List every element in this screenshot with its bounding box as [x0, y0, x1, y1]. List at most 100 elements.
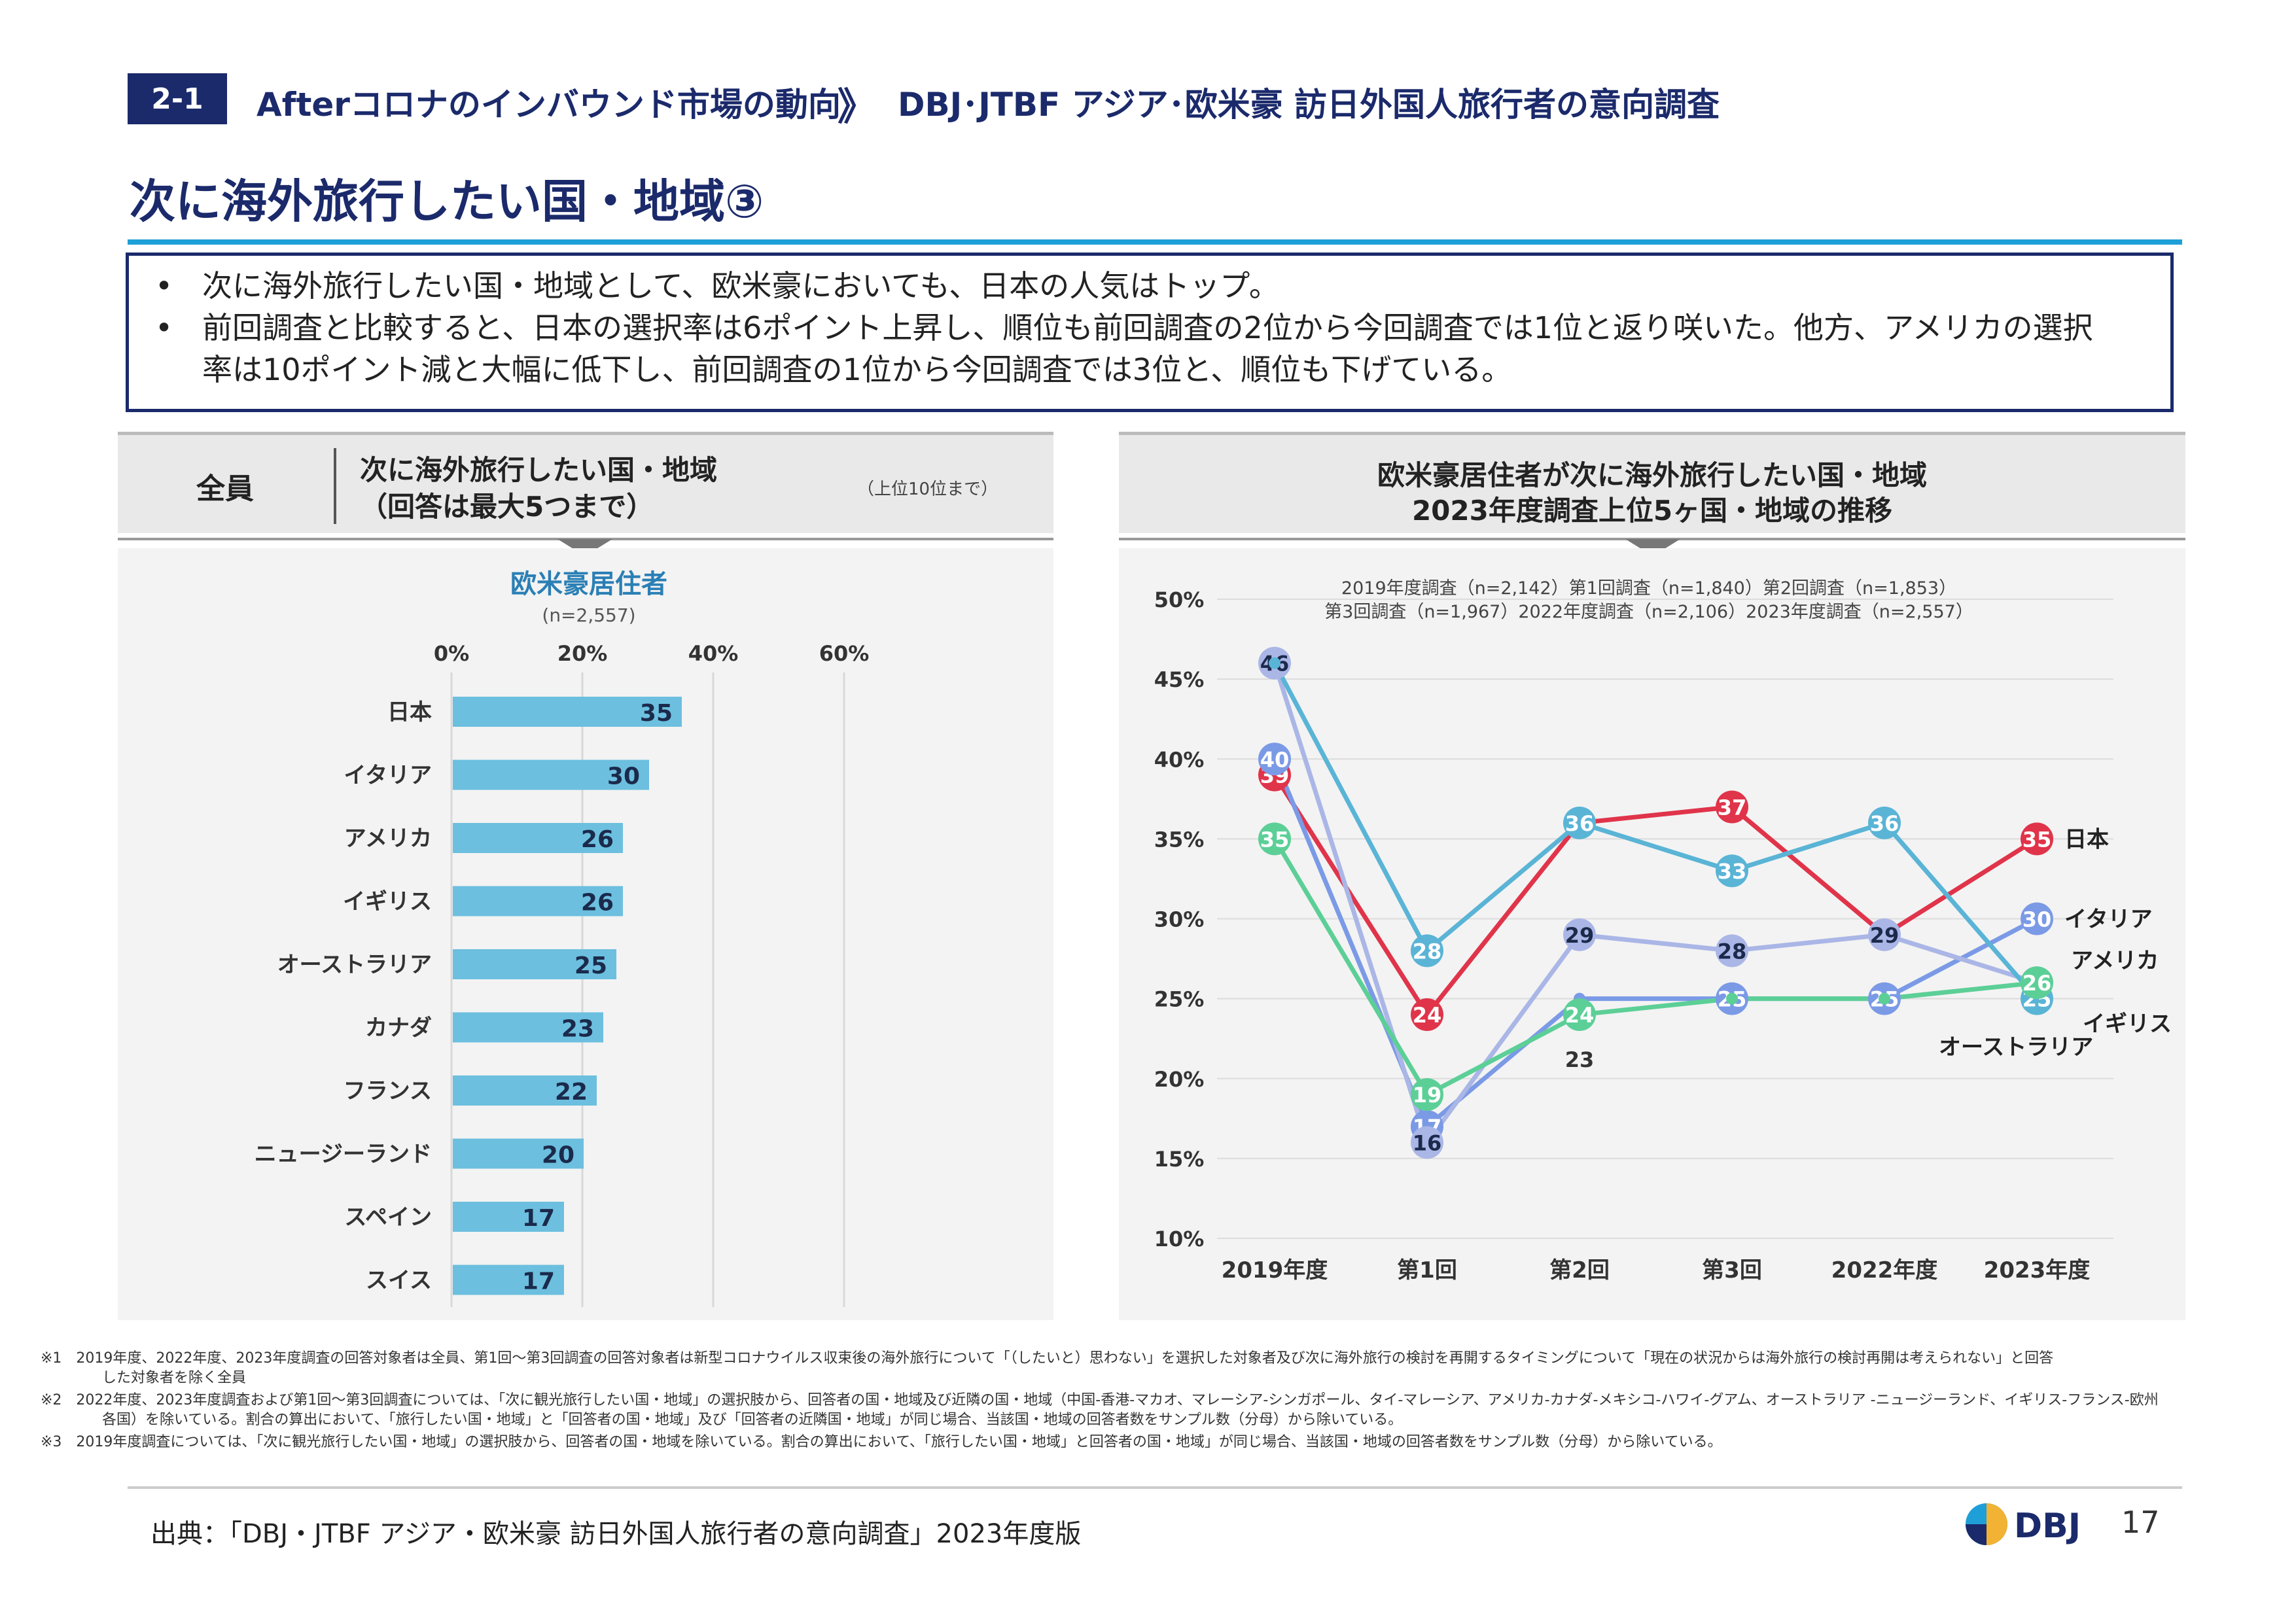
trend-title: 欧米豪居住者が次に海外旅行したい国・地域 [1377, 459, 1927, 491]
bar-chart-title: 欧米豪居住者 [510, 569, 667, 599]
line-y-tick-label: 35% [1154, 827, 1205, 852]
line-point-marker [1716, 934, 1748, 968]
line-series-name-label: アメリカ [2071, 948, 2159, 974]
line-series-path [1273, 773, 2038, 1017]
line-point-marker [1868, 918, 1901, 951]
line-x-tick-label: 2019年度 [1222, 1257, 1328, 1283]
bar-value-label: 30 [607, 763, 640, 790]
bar-value-label: 26 [581, 890, 614, 916]
bar-value-label: 22 [555, 1079, 588, 1106]
question-title: 次に海外旅行したい国・地域 [360, 454, 718, 486]
trend-subtitle: 2023年度調査上位5ヶ国・地域の推移 [1411, 495, 1893, 527]
double-chevron-icon: 》 [838, 84, 875, 129]
bullet-text: 率は10ポイント減と大幅に低下し、前回調査の1位から今回調査では3位と、順位も下… [202, 352, 1512, 387]
line-point-dot [1726, 992, 1738, 1005]
bar-category-label: オーストラリア [277, 952, 432, 978]
line-x-tick-label: 第3回 [1702, 1257, 1762, 1283]
bar [453, 1012, 603, 1043]
bar [453, 1075, 597, 1106]
footnote-1-cont: した対象者を除く全員 [102, 1370, 247, 1386]
bar-category-label: フランス [344, 1078, 432, 1104]
line-point-marker [1411, 1078, 1443, 1111]
bar-category-label: スペイン [344, 1204, 432, 1230]
line-point-label: 35 [2022, 827, 2052, 852]
right-panel-header: 欧米豪居住者が次に海外旅行したい国・地域 2023年度調査上位5ヶ国・地域の推移 [1119, 432, 2185, 533]
bar [453, 823, 623, 853]
line-point-label: 37 [1718, 795, 1747, 820]
bar [453, 949, 616, 979]
line-point-label: 30 [2022, 907, 2052, 932]
bar-category-label: ニュージーランド [255, 1142, 432, 1168]
bullet-text: 次に海外旅行したい国・地域として、欧米豪においても、日本の人気はトップ。 [202, 268, 1279, 304]
line-series-name-label: イタリア [2064, 907, 2153, 933]
page-number: 17 [2121, 1505, 2160, 1540]
line-point-label: 28 [1718, 939, 1747, 964]
bar-chart: 欧米豪居住者 (n=2,557) 0% 20% 40% 60% 日本イタリアアメリカイ… [255, 569, 870, 1307]
survey-title: DBJ･JTBF アジア･欧米豪 訪日外国人旅行者の意向調査 [898, 86, 1720, 124]
bar-category-label: カナダ [365, 1015, 432, 1041]
bar-chart-sample-size: (n=2,557) [542, 604, 635, 626]
line-point-label: 28 [1413, 939, 1442, 964]
left-panel-header: 全員 次に海外旅行したい国・地域 （回答は最大5つまで） （上位10位まで） [118, 432, 1053, 533]
logo-text: DBJ [2014, 1507, 2081, 1546]
line-y-tick-label: 25% [1154, 987, 1205, 1012]
line-point-marker [1716, 854, 1748, 888]
line-y-tick-label: 45% [1154, 667, 1205, 692]
line-y-tick-label: 50% [1154, 587, 1205, 612]
line-point-marker [1716, 790, 1748, 824]
footnote-1: ※1 2019年度、2022年度、2023年度調査の回答対象者は全員、第1回～第… [41, 1350, 2054, 1367]
line-point-label: 33 [1718, 859, 1747, 884]
line-point-label: 26 [2022, 971, 2052, 996]
line-y-tick-label: 40% [1154, 747, 1205, 772]
line-x-tick-label: 2022年度 [1831, 1257, 1938, 1283]
line-point-marker [1868, 806, 1901, 839]
line-point-label: 29 [1565, 923, 1595, 948]
line-point-label: 29 [1870, 923, 1899, 948]
line-series-path [1272, 662, 2039, 1000]
footer-rule [128, 1486, 2182, 1489]
bar-x-tick-label: 60% [819, 641, 870, 666]
bar-category-label: 日本 [387, 699, 432, 725]
bar [453, 759, 649, 790]
line-point-marker [2021, 822, 2053, 856]
dbj-logo: DBJ [1966, 1503, 2081, 1546]
bar [453, 1202, 564, 1232]
line-point-marker [1411, 998, 1443, 1032]
bullet-text: 前回調査と比較すると、日本の選択率は6ポイント上昇し、順位も前回調査の2位から今… [202, 310, 2093, 345]
line-y-tick-label: 10% [1154, 1227, 1205, 1251]
line-point-label: 35 [1260, 827, 1290, 852]
bar-value-label: 26 [581, 826, 614, 853]
line-point-marker [1411, 934, 1443, 968]
line-y-tick-label: 15% [1154, 1147, 1205, 1172]
bar-x-tick-label: 40% [688, 641, 739, 666]
bar-chart-panel [118, 548, 1053, 1320]
line-x-tick-label: 2023年度 [1984, 1257, 2091, 1283]
bar-value-label: 20 [542, 1142, 574, 1169]
line-point-marker [1563, 806, 1596, 839]
summary-bullet-1: • 次に海外旅行したい国・地域として、欧米豪においても、日本の人気はトップ。 [155, 265, 1279, 307]
line-series-path [1272, 662, 2038, 1145]
summary-box: • 次に海外旅行したい国・地域として、欧米豪においても、日本の人気はトップ。 •… [126, 253, 2174, 412]
bar-category-label: スイス [366, 1268, 432, 1294]
line-point-dot [1879, 992, 1890, 1005]
line-chart: 2019年度調査（n=2,142）第1回調査（n=1,840）第2回調査（n=1… [1154, 578, 2172, 1283]
line-series-path [1272, 837, 2038, 1097]
bar-value-label: 35 [640, 700, 673, 727]
bar-value-label: 23 [561, 1016, 594, 1043]
bar [453, 886, 623, 916]
line-point-marker [2021, 966, 2053, 1000]
line-point-label: 19 [1413, 1083, 1442, 1108]
line-point-marker [1563, 918, 1596, 951]
line-point-label: 16 [1413, 1130, 1442, 1155]
summary-bullet-2: • 前回調査と比較すると、日本の選択率は6ポイント上昇し、順位も前回調査の2位か… [155, 307, 2093, 349]
line-x-tick-label: 第2回 [1549, 1257, 1610, 1283]
footnote-2: ※2 2022年度、2023年度調査および第1回～第3回調査については、「次に観… [41, 1392, 2159, 1408]
line-series-name-label: イギリス [2083, 1011, 2172, 1038]
sample-sizes-line1: 2019年度調査（n=2,142）第1回調査（n=1,840）第2回調査（n=1… [1341, 578, 1956, 599]
summary-bullet-2-cont: 率は10ポイント減と大幅に低下し、前回調査の1位から今回調査では3位と、順位も下… [202, 349, 1511, 391]
line-point-label: 36 [1565, 811, 1595, 836]
line-y-tick-label: 20% [1154, 1067, 1205, 1092]
bar-x-tick-label: 0% [434, 641, 469, 666]
line-point-marker [1258, 822, 1291, 856]
title-underline [128, 239, 2182, 245]
